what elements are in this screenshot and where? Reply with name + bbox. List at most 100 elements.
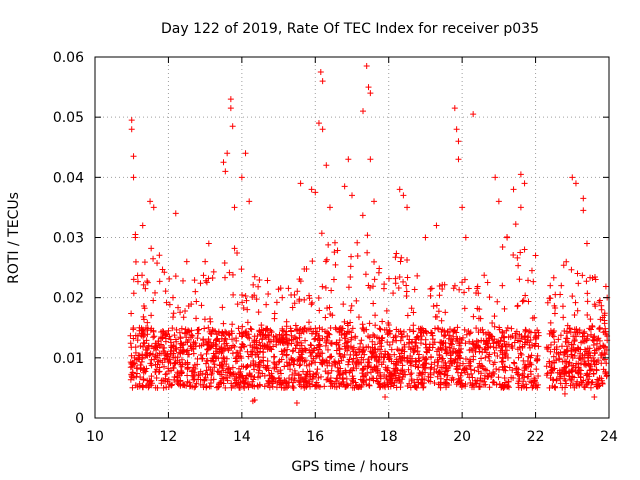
data-point: [301, 325, 308, 332]
data-point: [404, 204, 411, 211]
data-point: [244, 362, 251, 369]
data-point: [326, 304, 333, 311]
data-point: [197, 280, 204, 287]
data-point: [385, 383, 392, 390]
data-point: [281, 363, 288, 370]
data-point: [180, 314, 187, 321]
data-point: [140, 343, 147, 350]
data-point: [394, 346, 401, 353]
data-point: [210, 376, 217, 383]
data-point: [602, 283, 609, 290]
data-point: [454, 324, 461, 331]
data-point: [459, 334, 466, 341]
data-point: [366, 320, 373, 327]
data-point: [591, 273, 598, 280]
data-point: [385, 330, 392, 337]
data-point: [192, 339, 199, 346]
data-point: [474, 364, 481, 371]
data-point: [531, 377, 538, 384]
data-point: [500, 334, 507, 341]
data-point: [577, 373, 584, 380]
data-point: [350, 355, 357, 362]
data-point: [298, 339, 305, 346]
data-point: [240, 305, 247, 312]
data-point: [559, 384, 566, 391]
data-point: [161, 269, 168, 276]
data-point: [341, 183, 348, 190]
data-point: [234, 349, 241, 356]
data-point: [254, 332, 261, 339]
data-point: [283, 359, 290, 366]
data-point: [492, 174, 499, 181]
data-point: [283, 318, 290, 325]
data-point: [396, 186, 403, 193]
data-point: [219, 359, 226, 366]
data-point: [252, 351, 259, 358]
data-point: [324, 334, 331, 341]
data-point: [474, 305, 481, 312]
data-point: [390, 290, 397, 297]
data-point: [315, 295, 322, 302]
data-point: [461, 326, 468, 333]
data-point: [198, 302, 205, 309]
data-point: [512, 221, 519, 228]
data-point: [571, 311, 578, 318]
data-point: [481, 372, 488, 379]
data-point: [360, 366, 367, 373]
data-point: [515, 354, 522, 361]
data-point: [205, 324, 212, 331]
data-point: [232, 358, 239, 365]
data-point: [365, 343, 372, 350]
data-point: [239, 332, 246, 339]
data-point: [348, 367, 355, 374]
data-point: [204, 341, 211, 348]
data-point: [599, 380, 606, 387]
data-point: [520, 383, 527, 390]
data-point: [491, 323, 498, 330]
data-point: [322, 314, 329, 321]
data-point: [521, 332, 528, 339]
data-point: [486, 294, 493, 301]
data-point: [306, 361, 313, 368]
data-point: [495, 374, 502, 381]
data-point: [132, 234, 139, 241]
data-point: [255, 283, 262, 290]
data-point: [280, 340, 287, 347]
data-point: [455, 156, 462, 163]
data-point: [300, 381, 307, 388]
data-point: [365, 356, 372, 363]
data-point: [381, 326, 388, 333]
data-point: [517, 171, 524, 178]
data-point: [408, 370, 415, 377]
data-point: [337, 371, 344, 378]
data-point: [216, 380, 223, 387]
data-point: [323, 358, 330, 365]
data-point: [154, 260, 161, 267]
data-point: [332, 359, 339, 366]
data-point: [575, 370, 582, 377]
data-point: [534, 327, 541, 334]
data-point: [435, 308, 442, 315]
data-point: [319, 126, 326, 133]
data-point: [364, 232, 371, 239]
data-point: [548, 364, 555, 371]
data-point: [290, 384, 297, 391]
data-point: [527, 368, 534, 375]
data-point: [183, 382, 190, 389]
data-point: [247, 325, 254, 332]
data-point: [319, 359, 326, 366]
data-point: [526, 328, 533, 335]
data-point: [313, 370, 320, 377]
data-point: [332, 378, 339, 385]
data-point: [163, 352, 170, 359]
data-point: [128, 117, 135, 124]
data-point: [348, 302, 355, 309]
data-point: [260, 349, 267, 356]
data-point: [499, 243, 506, 250]
data-point: [564, 353, 571, 360]
data-point: [544, 299, 551, 306]
data-point: [294, 288, 301, 295]
data-point: [342, 369, 349, 376]
data-point: [230, 291, 237, 298]
data-point: [338, 357, 345, 364]
